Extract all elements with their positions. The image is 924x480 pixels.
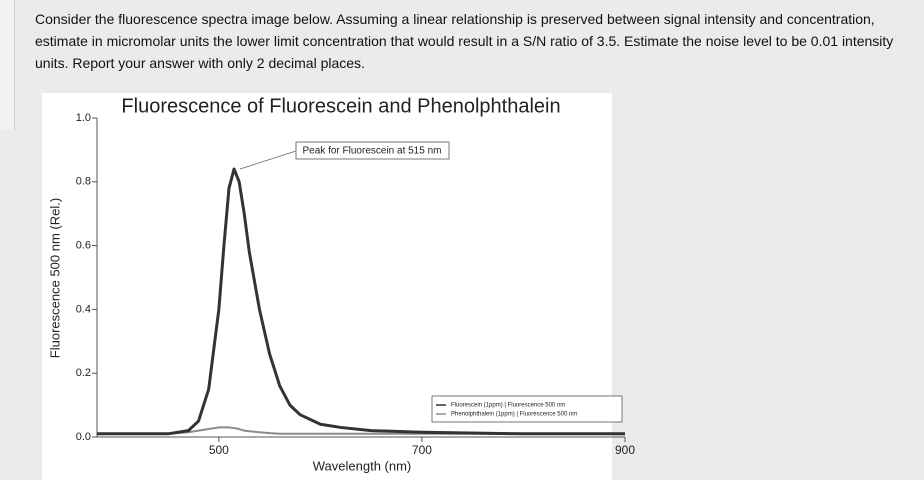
annotation-leader (239, 150, 297, 170)
y-tick-label: 0.2 (76, 367, 91, 379)
legend-box (431, 395, 623, 423)
chart-title: Fluorescence of Fluorescein and Phenolph… (121, 95, 560, 117)
x-tick-label: 500 (209, 443, 229, 457)
y-tick-label: 0.4 (76, 303, 91, 315)
y-tick-label: 0.0 (76, 431, 91, 443)
legend-label: Fluorescein (1ppm) | Fluorescence 500 nm (451, 403, 565, 409)
series-line (97, 426, 625, 435)
x-axis-label: Wavelength (nm) (313, 458, 412, 473)
y-tick-label: 0.6 (76, 240, 91, 252)
x-tick-label: 700 (412, 443, 432, 457)
y-axis-label: Fluorescence 500 nm (Rel.) (47, 198, 62, 358)
x-tick-label: 900 (615, 443, 635, 457)
side-panel (0, 0, 15, 130)
y-tick-label: 1.0 (76, 112, 91, 124)
annotation: Peak for Fluorescein at 515 nm (303, 146, 442, 157)
annotation-box (295, 141, 450, 160)
question-text: Consider the fluorescence spectra image … (35, 11, 894, 71)
series-line (97, 167, 625, 436)
legend-label: Phenolphthalein (1ppm) | Fluorescence 50… (451, 412, 577, 418)
y-tick-label: 0.8 (76, 176, 91, 188)
